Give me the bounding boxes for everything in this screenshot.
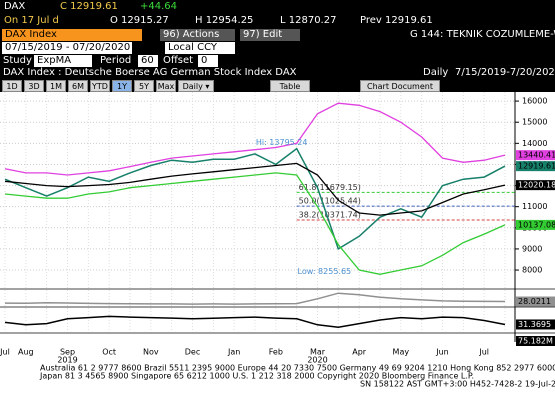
quote-date: On 17 Jul d — [4, 15, 59, 26]
page-title: G 144: TEKNIK COZUMLEME-W1 — [410, 29, 555, 40]
period-button[interactable]: 1M — [46, 80, 66, 92]
date-range[interactable]: 07/15/2019 - 07/20/2020 — [2, 42, 132, 54]
actions-menu[interactable]: 96) Actions — [160, 29, 235, 41]
period-button[interactable]: 1D — [2, 80, 22, 92]
last-value-label: 28.0211 — [518, 297, 551, 306]
edit-menu[interactable]: 97) Edit — [240, 29, 300, 41]
study-select[interactable]: ExpMA — [34, 55, 92, 67]
footer-text: Australia 61 2 9777 8600 Brazil 5511 239… — [40, 364, 555, 373]
fib-label: 50.0(11025.44) — [299, 197, 361, 206]
x-tick-label: Jan — [227, 348, 240, 357]
y-tick-label: 14000 — [522, 139, 547, 148]
footer-text: Japan 81 3 4565 8900 Singapore 65 6212 1… — [39, 372, 474, 381]
series-line — [4, 162, 506, 216]
x-tick-label: Apr — [352, 348, 367, 357]
x-tick-label: Sep — [60, 348, 75, 357]
x-tick-label: Jul — [0, 348, 10, 357]
last-value-box — [516, 180, 555, 191]
period-button[interactable]: Max — [156, 80, 176, 92]
security-input[interactable]: DAX Index — [2, 29, 142, 41]
fib-label: 61.8(11679.15) — [299, 183, 361, 192]
period-button[interactable]: 3D — [24, 80, 44, 92]
high-price: H 12954.25 — [195, 15, 254, 26]
last-value-label: 13440.41 — [518, 151, 555, 160]
series-line — [4, 315, 506, 328]
period-button[interactable]: YTD — [90, 80, 110, 92]
last-value-box — [516, 150, 555, 161]
x-tick-label: Oct — [102, 348, 116, 357]
x-tick-label: May — [393, 348, 410, 357]
low-price: L 12870.27 — [280, 15, 337, 26]
year-label: 2019 — [57, 356, 77, 365]
last-value-box — [516, 219, 555, 230]
y-tick-label: 15000 — [522, 118, 547, 127]
last-value-box — [516, 319, 555, 330]
footer-text: SN 158122 AST GMT+3:00 H452-7428-2 19-Ju… — [360, 380, 555, 389]
study-label: Study — [3, 55, 32, 66]
x-tick-label: Jul — [478, 348, 489, 357]
ticker: DAX — [4, 1, 26, 12]
y-tick-label: 9000 — [522, 244, 542, 253]
x-tick-label: Feb — [269, 348, 283, 357]
y-tick-label: 8000 — [522, 266, 542, 275]
last-value-label: 10137.08 — [518, 220, 555, 229]
y-tick-label: 11000 — [522, 202, 547, 211]
price-change: +44.64 — [140, 1, 178, 12]
security-description: DAX Index : Deutsche Boerse AG German St… — [3, 67, 297, 78]
year-label: 2020 — [307, 356, 327, 365]
table-button[interactable]: Table — [270, 80, 310, 92]
series-line — [4, 102, 506, 176]
last-value-box — [516, 161, 555, 172]
series-line — [4, 172, 506, 275]
last-value-label: 12020.18 — [518, 181, 555, 190]
series-line — [4, 292, 506, 305]
annotation: Hi: 13795.24 — [256, 138, 308, 147]
volume-label: 75.182M — [518, 337, 553, 346]
period-button[interactable]: 5Y — [134, 80, 154, 92]
last-value-label: 31.3695 — [518, 320, 551, 329]
x-tick-label: Dec — [185, 348, 200, 357]
offset-label: Offset — [163, 55, 194, 66]
last-price: C 12919.61 — [60, 1, 118, 12]
x-tick-label: Aug — [18, 348, 34, 357]
frequency: Daily — [423, 67, 449, 78]
period-button[interactable]: 6M — [68, 80, 88, 92]
date-span: 7/15/2019-7/20/2020 — [455, 67, 555, 78]
prev-price: Prev 12919.61 — [360, 15, 433, 26]
currency-select[interactable]: Local CCY — [165, 42, 235, 54]
chart: Australia 61 2 9777 8600 Brazil 5511 239… — [0, 92, 555, 400]
fib-label: 38.2(10371.74) — [299, 210, 361, 219]
x-tick-label: Nov — [143, 348, 159, 357]
chart-document-button[interactable]: Chart Document — [360, 80, 440, 92]
period-button[interactable]: 1Y — [112, 80, 132, 92]
x-tick-label: Jun — [435, 348, 449, 357]
period-button[interactable]: Daily ▾ — [178, 80, 214, 92]
period-label: Period — [100, 55, 132, 66]
volume-box — [516, 336, 555, 346]
y-tick-label: 16000 — [522, 97, 547, 106]
open-price: O 12915.27 — [110, 15, 169, 26]
offset-input[interactable]: 0 — [198, 55, 218, 67]
last-value-box — [516, 296, 555, 307]
period-input[interactable]: 60 — [138, 55, 158, 67]
last-value-label: 12919.61 — [518, 162, 555, 171]
series-line — [4, 147, 506, 251]
x-tick-label: Mar — [310, 348, 326, 357]
annotation: Low: 8255.65 — [298, 267, 352, 276]
